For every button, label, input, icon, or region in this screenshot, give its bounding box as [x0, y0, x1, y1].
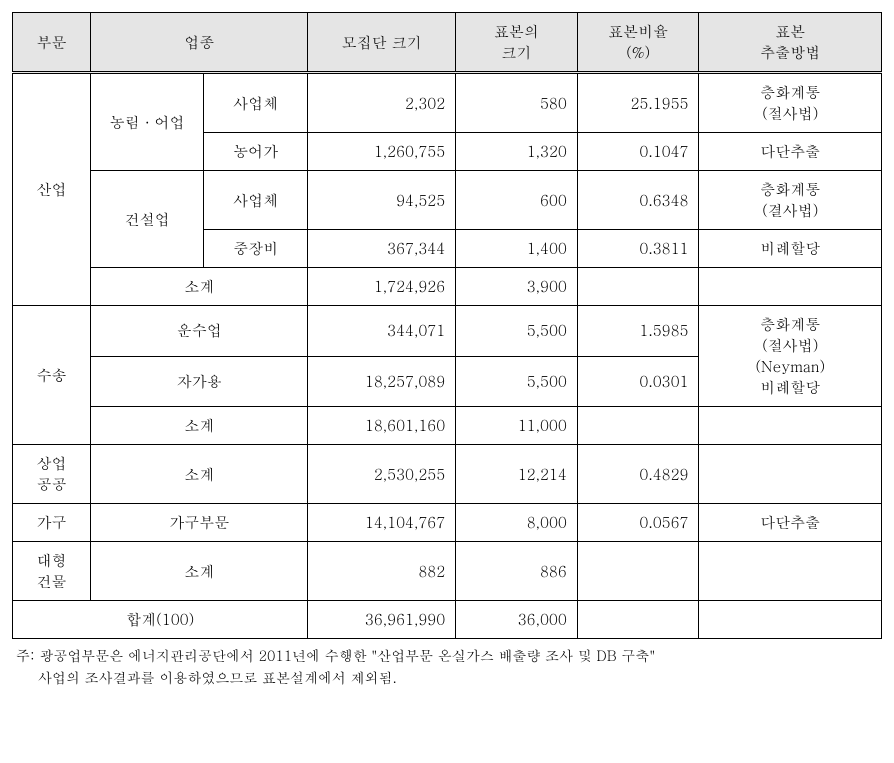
- header-industry: 업종: [91, 13, 308, 73]
- footnote-prefix: 주:: [16, 645, 35, 665]
- table-row: 소계 18,601,160 11,000: [13, 407, 882, 445]
- cell-sector: 수송: [13, 306, 91, 445]
- table-row: 산업 농림 · 어업 사업체 2,302 580 25.1955 층화계통 (절…: [13, 73, 882, 133]
- table-row: 건설업 사업체 94,525 600 0.6348 층화계통 (결사법): [13, 171, 882, 230]
- cell-method: 층화계통 (절사법) (Neyman) 비례할당: [699, 306, 882, 407]
- cell-method: [699, 445, 882, 504]
- cell-sample: 5,500: [456, 306, 578, 357]
- cell-method: 층화계통 (결사법): [699, 171, 882, 230]
- cell-pop: 94,525: [308, 171, 456, 230]
- footnote: 주: 광공업부문은 에너지관리공단에서 2011년에 수행한 "산업부문 온실가…: [12, 639, 882, 688]
- cell-sector: 가구: [13, 504, 91, 542]
- cell-sub: 사업체: [204, 171, 308, 230]
- cell-sample: 1,400: [456, 230, 578, 268]
- cell-sample: 1,320: [456, 133, 578, 171]
- table-row: 대형 건물 소계 882 886: [13, 542, 882, 601]
- cell-ratio: 0.3811: [577, 230, 699, 268]
- cell-method: 비례할당: [699, 230, 882, 268]
- cell-sample: 12,214: [456, 445, 578, 504]
- cell-sample: 5,500: [456, 356, 578, 407]
- header-sample-ratio: 표본비율 (%): [577, 13, 699, 73]
- cell-sub: 농어가: [204, 133, 308, 171]
- cell-ratio: 25.1955: [577, 73, 699, 133]
- cell-ratio: [577, 542, 699, 601]
- cell-ratio: [577, 407, 699, 445]
- cell-ratio: [577, 268, 699, 306]
- cell-industry: 농림 · 어업: [91, 73, 204, 171]
- table-row: 소계 1,724,926 3,900: [13, 268, 882, 306]
- cell-sample: 580: [456, 73, 578, 133]
- cell-ratio: 0.0567: [577, 504, 699, 542]
- cell-ratio: 0.1047: [577, 133, 699, 171]
- cell-pop: 2,302: [308, 73, 456, 133]
- cell-pop: 18,601,160: [308, 407, 456, 445]
- cell-sub: 사업체: [204, 73, 308, 133]
- cell-ratio: 0.6348: [577, 171, 699, 230]
- cell-subtotal: 소계: [91, 407, 308, 445]
- cell-sample: 11,000: [456, 407, 578, 445]
- cell-sector: 대형 건물: [13, 542, 91, 601]
- cell-sector: 상업 공공: [13, 445, 91, 504]
- cell-sample: 8,000: [456, 504, 578, 542]
- cell-sample: 3,900: [456, 268, 578, 306]
- cell-subtotal: 소계: [91, 542, 308, 601]
- header-method: 표본 추출방법: [699, 13, 882, 73]
- cell-sub: 중장비: [204, 230, 308, 268]
- header-row: 부문 업종 모집단 크기 표본의 크기 표본비율 (%) 표본 추출방법: [13, 13, 882, 73]
- table-row: 상업 공공 소계 2,530,255 12,214 0.4829: [13, 445, 882, 504]
- cell-ratio: 0.4829: [577, 445, 699, 504]
- cell-pop: 36,961,990: [308, 601, 456, 639]
- cell-method: 다단추출: [699, 133, 882, 171]
- cell-industry: 운수업: [91, 306, 308, 357]
- cell-ratio: [577, 601, 699, 639]
- cell-method: 층화계통 (절사법): [699, 73, 882, 133]
- header-sample-size: 표본의 크기: [456, 13, 578, 73]
- table-row: 가구 가구부문 14,104,767 8,000 0.0567 다단추출: [13, 504, 882, 542]
- cell-industry: 가구부문: [91, 504, 308, 542]
- cell-method: [699, 601, 882, 639]
- cell-sample: 36,000: [456, 601, 578, 639]
- header-sector: 부문: [13, 13, 91, 73]
- cell-ratio: 1.5985: [577, 306, 699, 357]
- cell-method: [699, 407, 882, 445]
- table-row: 수송 운수업 344,071 5,500 1.5985 층화계통 (절사법) (…: [13, 306, 882, 357]
- cell-pop: 18,257,089: [308, 356, 456, 407]
- cell-pop: 2,530,255: [308, 445, 456, 504]
- cell-sector: 산업: [13, 73, 91, 306]
- cell-subtotal: 소계: [91, 445, 308, 504]
- table-row: 합계(100) 36,961,990 36,000: [13, 601, 882, 639]
- footnote-line2: 사업의 조사결과를 이용하였으므로 표본설계에서 제외됨.: [16, 667, 878, 689]
- cell-method: [699, 542, 882, 601]
- cell-pop: 367,344: [308, 230, 456, 268]
- cell-pop: 344,071: [308, 306, 456, 357]
- cell-total: 합계(100): [13, 601, 308, 639]
- cell-industry: 건설업: [91, 171, 204, 268]
- data-table: 부문 업종 모집단 크기 표본의 크기 표본비율 (%) 표본 추출방법 산업 …: [12, 12, 882, 639]
- cell-ratio: 0.0301: [577, 356, 699, 407]
- cell-pop: 14,104,767: [308, 504, 456, 542]
- cell-pop: 1,724,926: [308, 268, 456, 306]
- cell-pop: 1,260,755: [308, 133, 456, 171]
- cell-pop: 882: [308, 542, 456, 601]
- cell-sample: 886: [456, 542, 578, 601]
- cell-method: 다단추출: [699, 504, 882, 542]
- header-pop-size: 모집단 크기: [308, 13, 456, 73]
- footnote-line1: 광공업부문은 에너지관리공단에서 2011년에 수행한 "산업부문 온실가스 배…: [39, 645, 655, 665]
- cell-industry: 자가용: [91, 356, 308, 407]
- cell-method: [699, 268, 882, 306]
- cell-sample: 600: [456, 171, 578, 230]
- cell-subtotal: 소계: [91, 268, 308, 306]
